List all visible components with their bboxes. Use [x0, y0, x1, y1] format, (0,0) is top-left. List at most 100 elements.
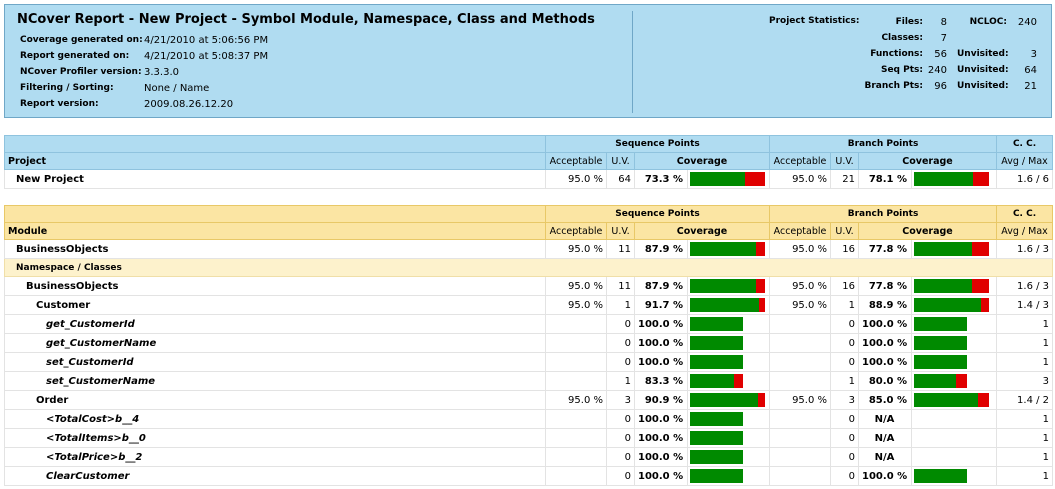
stat-branch-pts: Branch Pts: 96 — [864, 80, 947, 92]
br-acceptable — [769, 466, 832, 486]
br-acceptable: 95.0 % — [769, 239, 832, 259]
seq-coverage-bar — [690, 412, 743, 426]
seq-coverage: 100.0 % — [634, 314, 688, 334]
br-coverage: 85.0 % — [858, 390, 913, 410]
method-name[interactable]: set_CustomerName — [4, 371, 546, 391]
module-name[interactable]: BusinessObjects — [4, 239, 546, 259]
seq-coverage-bar — [690, 298, 765, 312]
covered-segment — [914, 374, 957, 388]
seq-coverage-bar — [690, 393, 765, 407]
br-coverage: 100.0 % — [858, 314, 913, 334]
br-uv: 0 — [830, 447, 860, 467]
project-name[interactable]: New Project — [4, 169, 546, 189]
class-name[interactable]: Order — [4, 390, 546, 410]
covered-segment — [690, 412, 743, 426]
seq-coverage-bar — [690, 469, 743, 483]
br-coverage: N/A — [858, 409, 913, 429]
uncovered-segment — [972, 242, 989, 256]
uncovered-segment — [972, 279, 989, 293]
br-uv-header: U.V. — [830, 152, 860, 170]
covered-segment — [690, 336, 743, 350]
method-row[interactable]: set_CustomerName 1 83.3 % 1 80.0 % 3 — [4, 371, 1054, 391]
cc-value: 1.6 / 3 — [996, 276, 1054, 296]
class-name[interactable]: Customer — [4, 295, 546, 315]
class-row[interactable]: Customer 95.0 % 1 91.7 % 95.0 % 1 88.9 % 1.4 / … — [4, 295, 1054, 315]
method-name[interactable]: get_CustomerId — [4, 314, 546, 334]
cc-value: 1 — [996, 409, 1054, 429]
method-name[interactable]: <TotalPrice>b__2 — [4, 447, 546, 467]
br-coverage: 80.0 % — [858, 371, 913, 391]
br-coverage-bar — [914, 172, 989, 186]
seq-acceptable — [545, 352, 607, 372]
uncovered-segment — [972, 172, 989, 186]
module-row[interactable]: BusinessObjects 95.0 % 11 87.9 % 95.0 % 16 77.… — [4, 239, 1054, 259]
method-name[interactable]: get_CustomerName — [4, 333, 546, 353]
seq-uv: 1 — [606, 371, 635, 391]
seq-acceptable — [545, 333, 607, 353]
seq-uv: 0 — [606, 333, 635, 353]
cc-header: C. C. — [996, 205, 1054, 223]
method-row[interactable]: ClearCustomer 0 100.0 % 0 100.0 % 1 — [4, 466, 1054, 486]
cc-value: 1 — [996, 466, 1054, 486]
method-name[interactable]: <TotalCost>b__4 — [4, 409, 546, 429]
cc-avg-max-header: Avg / Max — [996, 222, 1054, 240]
covered-segment — [914, 279, 973, 293]
cc-value: 1.4 / 3 — [996, 295, 1054, 315]
method-row[interactable]: <TotalCost>b__4 0 100.0 % 0 N/A 1 — [4, 409, 1054, 429]
br-acceptable — [769, 333, 832, 353]
uncovered-segment — [734, 374, 743, 388]
seq-coverage-bar — [690, 355, 743, 369]
seq-coverage: 100.0 % — [634, 447, 688, 467]
seq-coverage-bar — [690, 172, 765, 186]
branch-points-header: Branch Points — [769, 135, 998, 153]
br-coverage: N/A — [858, 428, 913, 448]
seq-uv: 64 — [606, 169, 635, 189]
seq-uv: 11 — [606, 239, 635, 259]
namespace-row[interactable]: BusinessObjects 95.0 % 11 87.9 % 95.0 % 16 77.… — [4, 276, 1054, 296]
br-acceptable — [769, 371, 832, 391]
covered-segment — [690, 431, 743, 445]
br-coverage: 88.9 % — [858, 295, 913, 315]
br-coverage: N/A — [858, 447, 913, 467]
method-name[interactable]: ClearCustomer — [4, 466, 546, 486]
br-acceptable: 95.0 % — [769, 295, 832, 315]
br-coverage: 77.8 % — [858, 239, 913, 259]
method-name[interactable]: set_CustomerId — [4, 352, 546, 372]
br-acceptable-header: Acceptable — [769, 152, 832, 170]
cc-value: 1 — [996, 447, 1054, 467]
branch-points-header: Branch Points — [769, 205, 998, 223]
method-row[interactable]: <TotalItems>b__0 0 100.0 % 0 N/A 1 — [4, 428, 1054, 448]
namespace-name[interactable]: BusinessObjects — [4, 276, 546, 296]
br-uv: 0 — [830, 428, 860, 448]
uncovered-segment — [956, 374, 967, 388]
method-row[interactable]: <TotalPrice>b__2 0 100.0 % 0 N/A 1 — [4, 447, 1054, 467]
method-row[interactable]: get_CustomerName 0 100.0 % 0 100.0 % 1 — [4, 333, 1054, 353]
stat-functions-unvisited: Unvisited: 3 — [957, 48, 1037, 60]
seq-acceptable-header: Acceptable — [545, 152, 607, 170]
seq-acceptable: 95.0 % — [545, 276, 607, 296]
br-acceptable — [769, 447, 832, 467]
stat-seq-unvisited: Unvisited: 64 — [957, 64, 1037, 76]
covered-segment — [690, 298, 759, 312]
br-uv: 1 — [830, 295, 860, 315]
report-meta: Coverage generated on: 4/21/2010 at 5:06:… — [20, 32, 268, 112]
uncovered-segment — [977, 393, 990, 407]
method-name[interactable]: <TotalItems>b__0 — [4, 428, 546, 448]
method-row[interactable]: get_CustomerId 0 100.0 % 0 100.0 % 1 — [4, 314, 1054, 334]
seq-acceptable: 95.0 % — [545, 169, 607, 189]
seq-uv: 0 — [606, 352, 635, 372]
br-coverage-header: Coverage — [858, 152, 998, 170]
stats-title: Project Statistics: — [769, 16, 860, 26]
cc-avg-max-header: Avg / Max — [996, 152, 1054, 170]
br-acceptable — [769, 409, 832, 429]
seq-coverage: 100.0 % — [634, 409, 688, 429]
br-uv-header: U.V. — [830, 222, 860, 240]
br-coverage: 77.8 % — [858, 276, 913, 296]
br-uv: 16 — [830, 276, 860, 296]
seq-points-header: Sequence Points — [544, 135, 771, 153]
covered-segment — [690, 279, 756, 293]
project-row[interactable]: New Project 95.0 % 64 73.3 % 95.0 % 21 7… — [4, 169, 1054, 189]
method-row[interactable]: set_CustomerId 0 100.0 % 0 100.0 % 1 — [4, 352, 1054, 372]
class-row[interactable]: Order 95.0 % 3 90.9 % 95.0 % 3 85.0 % 1.4 / 2 — [4, 390, 1054, 410]
module-table-body: BusinessObjects 95.0 % 11 87.9 % 95.0 % 16 77.… — [3, 239, 1054, 486]
